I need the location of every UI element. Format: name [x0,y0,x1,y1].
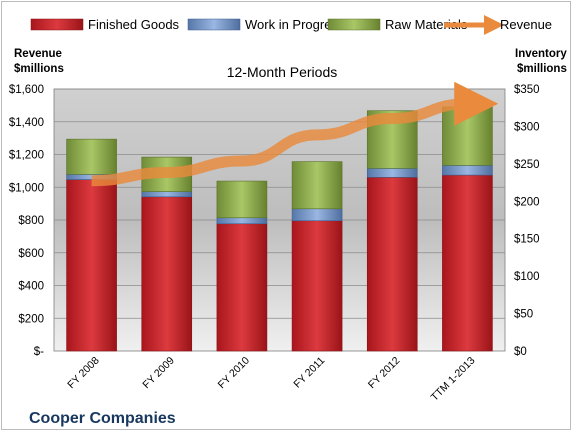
left-axis-tick-label: $1,000 [9,182,44,194]
category-label: FY 2012 [366,355,403,392]
right-axis-tick-label: $150 [514,234,540,246]
left-axis-tick-label: $400 [18,281,44,293]
left-axis-tick-label: $1,200 [9,150,44,162]
revenue-line [91,81,499,187]
legend-label-revenue: Revenue [500,17,552,32]
chart-subtitle: 12-Month Periods [227,64,338,80]
bar-work-in-progress [216,217,268,225]
left-axis-ticks: $- $200 $400 $600 $800 $1,000 $1,200 $1,400 $1,6… [9,84,44,358]
legend-swatch-raw-materials [327,18,381,31]
gridlines [54,88,505,319]
bar-raw-materials [442,106,493,166]
category-label: FY 2008 [65,355,102,392]
left-axis-tick-label: $800 [18,215,44,227]
revenue-line-group [91,81,499,187]
category-label: FY 2010 [216,355,253,392]
legend-label-finished-goods: Finished Goods [88,17,180,32]
category-label: FY 2011 [291,355,327,391]
bar-raw-materials [291,161,343,210]
company-name: Cooper Companies [29,410,176,427]
legend: Finished Goods Work in Progress Raw Mate… [30,15,552,35]
bar-finished-goods [141,196,193,352]
bar-finished-goods [442,174,493,352]
right-axis-tick-label: $100 [514,271,540,283]
right-axis-tick-label: $50 [514,309,533,321]
right-axis-tick-label: $250 [514,159,540,171]
left-axis-tick-label: $200 [18,313,44,325]
bar-finished-goods [66,179,117,352]
left-axis-title-line1: Revenue [14,48,62,60]
bar-work-in-progress [291,208,343,222]
bar-finished-goods [216,223,268,352]
legend-label-work-in-progress: Work in Progress [245,17,345,32]
bar-work-in-progress [442,165,493,176]
category-label: TTM 1-2013 [429,355,478,404]
chart-frame: Finished Goods Work in Progress Raw Mate… [1,1,571,430]
right-axis-tick-label: $300 [514,121,540,133]
bar-raw-materials [216,180,268,219]
category-label: FY 2009 [140,355,177,392]
bar-finished-goods [291,220,343,352]
right-axis-tick-label: $350 [514,84,540,96]
left-axis-tick-label: $- [34,346,44,358]
bar-work-in-progress [366,168,418,178]
bar-finished-goods [366,177,418,352]
left-axis-tick-label: $1,600 [9,84,44,96]
bars [66,106,493,352]
bar-work-in-progress [141,191,193,198]
left-axis-tick-label: $600 [18,248,44,260]
legend-label-raw-materials: Raw Materials [385,17,468,32]
legend-swatch-finished-goods [30,18,84,31]
left-axis-tick-label: $1,400 [9,117,44,129]
left-axis-title-line2: $millions [14,63,64,75]
bar-raw-materials [66,138,117,175]
legend-swatch-work-in-progress [187,18,241,31]
category-labels: FY 2008 FY 2009 FY 2010 FY 2011 FY 2012 TTM 1… [65,355,477,404]
right-axis-ticks: $0 $50 $100 $150 $200 $250 $300 $350 [514,84,540,358]
right-axis-tick-label: $200 [514,196,540,208]
right-axis-tick-label: $0 [514,346,527,358]
right-axis-title-line1: Inventory [515,48,567,60]
right-axis-title-line2: $millions [517,63,567,75]
